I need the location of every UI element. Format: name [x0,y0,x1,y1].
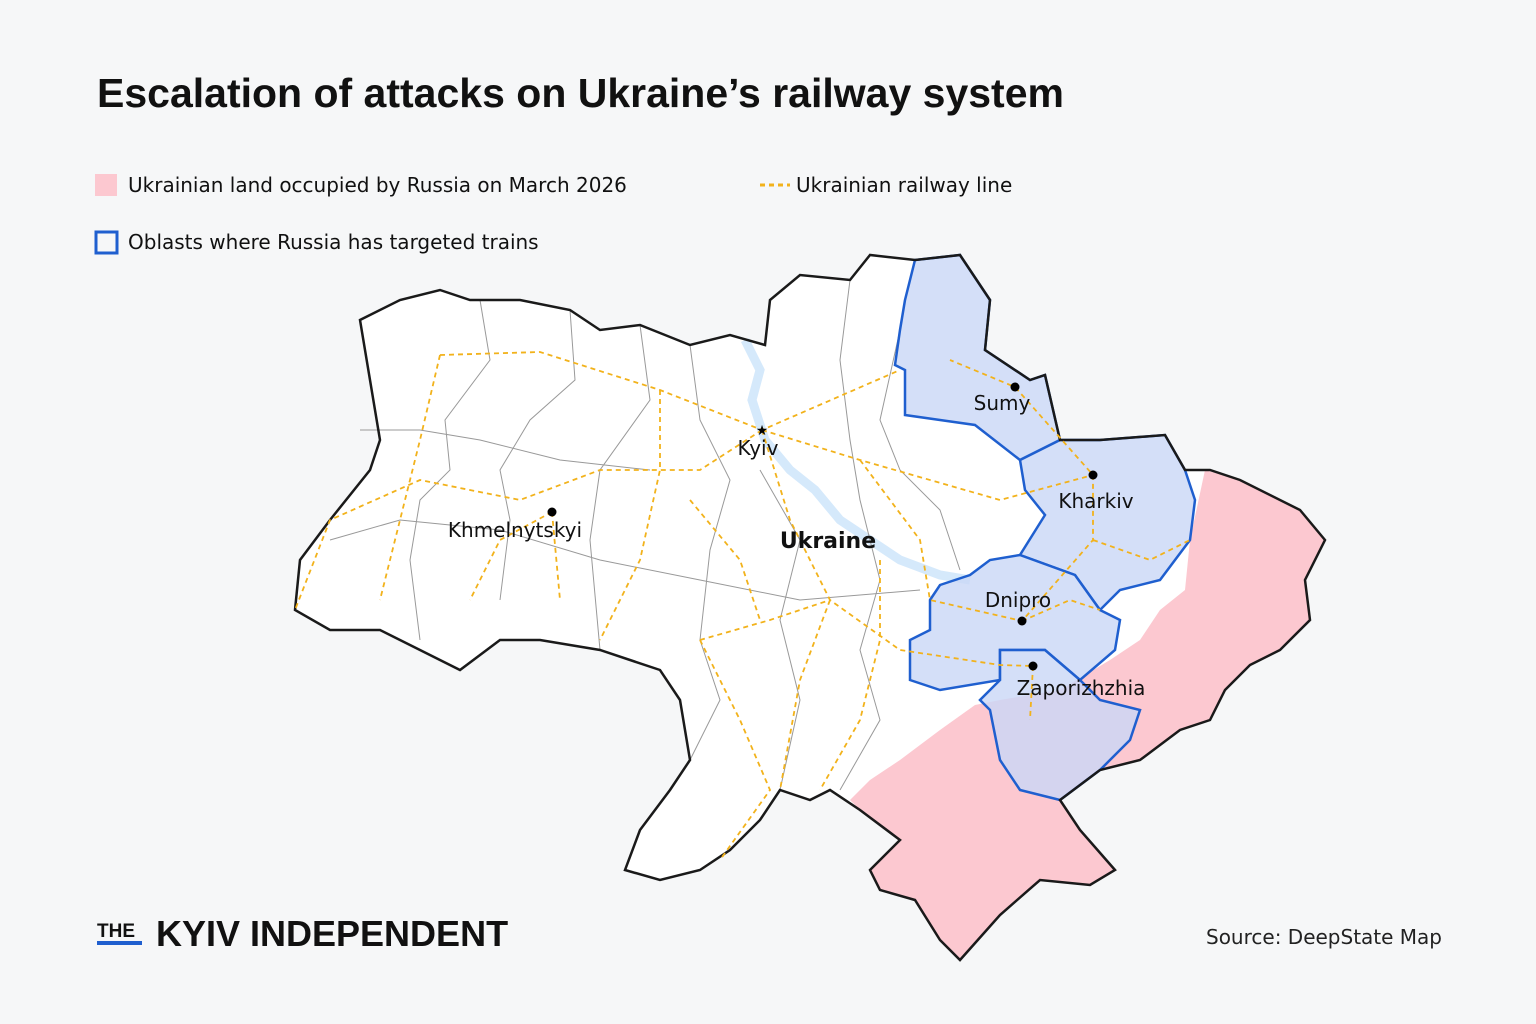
city-dot [1017,616,1027,626]
city-label: Kharkiv [1058,489,1133,513]
oblast-dnipro [908,553,1122,692]
city-dot [547,507,557,517]
legend-oblast-swatch [94,230,119,255]
capital-marker: ★ [756,423,769,439]
country-label: Ukraine [780,529,876,554]
title: Escalation of attacks on Ukraine’s railw… [97,70,1064,116]
river [740,337,971,585]
ukraine-border [293,253,1327,962]
city-label: Kyiv [738,436,779,460]
targeted-oblasts [893,253,1197,802]
legend-label: Ukrainian railway line [796,173,1012,197]
legend-label: Ukrainian land occupied by Russia on Mar… [128,173,627,197]
city-label: Khmelnytskyi [448,518,582,542]
logo: KYIV INDEPENDENT [156,913,508,954]
legend-label: Oblasts where Russia has targeted trains [128,230,539,254]
city-label: Zaporizhzhia [1017,676,1146,700]
source: Source: DeepState Map [1206,925,1442,949]
map: Ukraine ★ Kyiv Sumy Kharkiv Khmelnytskyi… [293,253,1327,962]
city-label: Dnipro [985,588,1051,612]
logo-prefix: THE [97,921,135,942]
logo-underline [97,941,142,945]
city-label: Sumy [974,391,1031,415]
city-dot [1028,661,1038,671]
city-dot [1010,382,1020,392]
railway-lines [294,351,1191,861]
legend-occupied-swatch [95,174,117,196]
city-dot [1088,470,1098,480]
cities: ★ Kyiv Sumy Kharkiv Khmelnytskyi Dnipro … [448,382,1146,700]
